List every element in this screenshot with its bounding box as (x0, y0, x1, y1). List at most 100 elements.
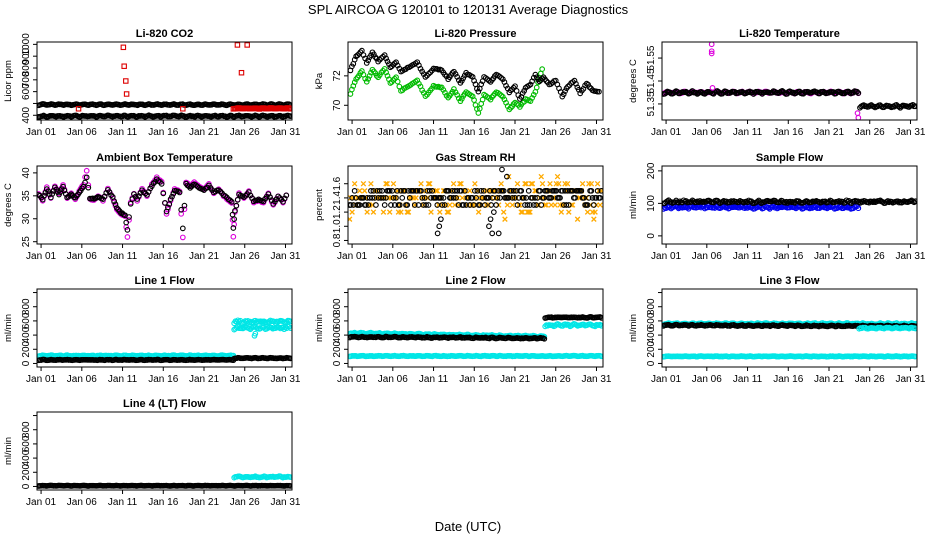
data-point (83, 167, 90, 174)
y-tick-label: 51.55 (646, 45, 657, 70)
data-point (454, 187, 461, 194)
data-point (418, 187, 424, 194)
data-point (351, 79, 358, 86)
data-point (533, 84, 540, 91)
x-tick-label: Jan 31 (581, 251, 611, 262)
data-point (572, 195, 578, 201)
x-tick-label: Jan 21 (189, 251, 219, 262)
data-point (471, 97, 477, 103)
x-tick-label: Jan 31 (270, 374, 300, 385)
x-tick-label: Jan 26 (855, 251, 885, 262)
panel-title: Line 2 Flow (446, 275, 506, 287)
data-point (263, 194, 270, 200)
x-tick-label: Jan 06 (67, 374, 97, 385)
data-point (440, 87, 447, 93)
x-tick-label: Jan 26 (230, 251, 260, 262)
y-tick-label: 40 (21, 167, 32, 179)
data-point (765, 204, 772, 211)
x-tick-label: Jan 31 (270, 251, 300, 262)
panel-title: Gas Stream RH (435, 152, 515, 164)
data-point (425, 202, 432, 208)
data-point (499, 76, 506, 83)
x-tick-label: Jan 21 (500, 251, 530, 262)
data-point (460, 75, 467, 82)
data-point (912, 103, 917, 110)
x-tick-label: Jan 06 (67, 251, 97, 262)
data-point (574, 216, 581, 222)
data-point (746, 88, 753, 95)
x-tick-label: Jan 11 (108, 127, 138, 138)
y-axis-label: degrees C (3, 183, 14, 227)
y-tick-label: 0 (21, 360, 32, 366)
data-point (419, 195, 426, 201)
x-tick-label: Jan 31 (895, 127, 925, 138)
data-point (463, 202, 469, 208)
data-point (428, 209, 434, 215)
data-point (371, 195, 378, 201)
plot-area (37, 167, 290, 241)
data-point (512, 195, 518, 201)
data-point (782, 199, 788, 206)
x-tick-label: Jan 11 (108, 497, 138, 508)
data-point (452, 89, 459, 96)
x-tick-label: Jan 16 (773, 127, 803, 138)
x-tick-label: Jan 01 (337, 251, 367, 262)
x-tick-label: Jan 21 (189, 374, 219, 385)
y-axis-label: Licor ppm (3, 60, 14, 102)
data-point (500, 209, 507, 215)
data-point (912, 353, 917, 360)
series-box-temp-b (37, 174, 290, 233)
data-point (394, 62, 401, 69)
data-point (49, 191, 56, 197)
data-point (584, 202, 591, 208)
series-rh-b (348, 187, 603, 208)
outlier-point (238, 69, 245, 76)
data-point (438, 195, 444, 201)
data-point (591, 216, 597, 222)
y-tick-label: 0 (646, 360, 657, 366)
x-tick-label: Jan 11 (108, 251, 138, 262)
x-tick-label: Jan 16 (148, 374, 178, 385)
data-point (135, 193, 142, 199)
data-point (383, 55, 389, 62)
data-point (371, 51, 377, 58)
data-point (442, 89, 448, 96)
x-tick-label: Jan 06 (692, 251, 722, 262)
data-point (475, 209, 482, 215)
data-point (115, 206, 122, 213)
series-temp-b (662, 88, 862, 97)
x-tick-label: Jan 31 (895, 251, 925, 262)
x-tick-label: Jan 21 (500, 127, 530, 138)
x-tick-label: Jan 26 (230, 497, 260, 508)
data-point (421, 195, 428, 201)
data-point (529, 180, 536, 187)
outlier-point (855, 114, 862, 120)
data-point (530, 91, 537, 98)
y-tick-label: 1.0 (332, 219, 343, 233)
outlier-point (499, 166, 505, 173)
data-point (351, 180, 358, 187)
data-point (794, 204, 801, 211)
x-tick-label: Jan 26 (230, 127, 260, 138)
y-tick-label: 1000 (21, 33, 32, 56)
y-tick-label: 72 (332, 70, 343, 82)
series-l2-black (348, 333, 548, 342)
series-l2-cyan-base (348, 352, 603, 360)
data-point (467, 188, 473, 194)
data-point (233, 202, 240, 209)
data-point (349, 209, 355, 215)
data-point (505, 195, 512, 201)
plot-frame (347, 41, 604, 121)
y-tick-label: 200 (332, 340, 343, 357)
panel-2: Li-820 Pressure kPa 70 72 Jan 01 Jan 06 Jan 11… (314, 28, 612, 138)
data-point (439, 202, 446, 208)
plot-frame (661, 165, 918, 245)
data-point (558, 209, 565, 215)
y-tick-label: 200 (646, 162, 657, 179)
data-point (562, 88, 568, 94)
data-point (286, 323, 292, 330)
data-point (363, 78, 370, 85)
outlier-point (244, 42, 250, 48)
series-l1-cyan-late-lo (231, 323, 292, 333)
data-point (912, 325, 917, 332)
